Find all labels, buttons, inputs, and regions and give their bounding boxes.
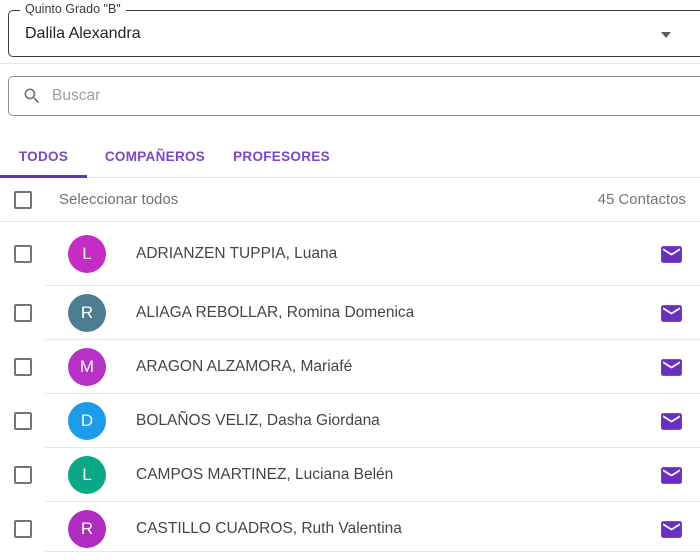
- contact-checkbox[interactable]: [14, 466, 32, 484]
- row-divider: [45, 501, 700, 502]
- avatar: L: [68, 235, 106, 273]
- send-mail-button[interactable]: [658, 241, 684, 267]
- contact-count: 45 Contactos: [597, 191, 686, 208]
- contact-list: L ADRIANZEN TUPPIA, Luana R ALIAGA REBOL…: [0, 222, 700, 556]
- contact-row[interactable]: R CASTILLO CUADROS, Ruth Valentina: [0, 502, 700, 556]
- mail-icon: [660, 245, 682, 263]
- student-select[interactable]: Quinto Grado "B" Dalila Alexandra: [8, 2, 700, 57]
- mail-icon: [660, 520, 682, 538]
- tab-todos[interactable]: TODOS: [0, 135, 87, 178]
- send-mail-button[interactable]: [658, 354, 684, 380]
- avatar-initial: M: [79, 357, 95, 376]
- chevron-down-icon: [661, 32, 671, 38]
- select-all-label: Seleccionar todos: [59, 191, 179, 208]
- row-divider: [45, 447, 700, 448]
- contact-checkbox[interactable]: [14, 304, 32, 322]
- avatar: D: [68, 402, 106, 440]
- avatar: R: [68, 294, 106, 332]
- contact-checkbox[interactable]: [14, 358, 32, 376]
- avatar: M: [68, 348, 106, 386]
- contact-row[interactable]: M ARAGON ALZAMORA, Mariafé: [0, 340, 700, 394]
- search-input[interactable]: [50, 86, 700, 106]
- send-mail-button[interactable]: [658, 408, 684, 434]
- contact-name: CASTILLO CUADROS, Ruth Valentina: [136, 520, 402, 537]
- mail-icon: [660, 412, 682, 430]
- mail-icon: [660, 466, 682, 484]
- list-end-divider: [45, 551, 700, 552]
- contact-checkbox[interactable]: [14, 520, 32, 538]
- mail-icon: [660, 358, 682, 376]
- contact-row[interactable]: L ADRIANZEN TUPPIA, Luana: [0, 222, 700, 286]
- student-select-label: Quinto Grado "B": [20, 2, 126, 16]
- avatar-initial: L: [82, 465, 92, 484]
- avatar-initial: L: [82, 244, 92, 263]
- mail-icon: [660, 304, 682, 322]
- avatar: R: [68, 510, 106, 548]
- contact-name: CAMPOS MARTINEZ, Luciana Belén: [136, 466, 394, 483]
- contact-row[interactable]: D BOLAÑOS VELIZ, Dasha Giordana: [0, 394, 700, 448]
- send-mail-button[interactable]: [658, 300, 684, 326]
- header-divider: [0, 63, 700, 64]
- contact-row[interactable]: R ALIAGA REBOLLAR, Romina Domenica: [0, 286, 700, 340]
- avatar-initial: D: [80, 411, 94, 430]
- student-select-value: Dalila Alexandra: [25, 24, 141, 42]
- avatar-initial: R: [80, 303, 94, 322]
- search-field[interactable]: [8, 76, 700, 116]
- send-mail-button[interactable]: [658, 462, 684, 488]
- send-mail-button[interactable]: [658, 516, 684, 542]
- row-divider: [45, 339, 700, 340]
- contact-name: ADRIANZEN TUPPIA, Luana: [136, 245, 338, 262]
- tab-bar: TODOS COMPAÑEROS PROFESORES: [0, 135, 700, 178]
- tab-companeros[interactable]: COMPAÑEROS: [104, 148, 206, 164]
- contact-row[interactable]: L CAMPOS MARTINEZ, Luciana Belén: [0, 448, 700, 502]
- contact-name: ALIAGA REBOLLAR, Romina Domenica: [136, 304, 415, 321]
- contact-checkbox[interactable]: [14, 245, 32, 263]
- contact-checkbox[interactable]: [14, 412, 32, 430]
- tab-profesores[interactable]: PROFESORES: [233, 148, 330, 164]
- contact-name: ARAGON ALZAMORA, Mariafé: [136, 358, 353, 375]
- row-divider: [45, 285, 700, 286]
- contact-name: BOLAÑOS VELIZ, Dasha Giordana: [136, 412, 380, 429]
- search-icon: [24, 88, 40, 104]
- select-all-row: Seleccionar todos 45 Contactos: [0, 178, 700, 222]
- avatar-initial: R: [80, 519, 94, 538]
- row-divider: [45, 393, 700, 394]
- avatar: L: [68, 456, 106, 494]
- select-all-checkbox[interactable]: [14, 190, 32, 209]
